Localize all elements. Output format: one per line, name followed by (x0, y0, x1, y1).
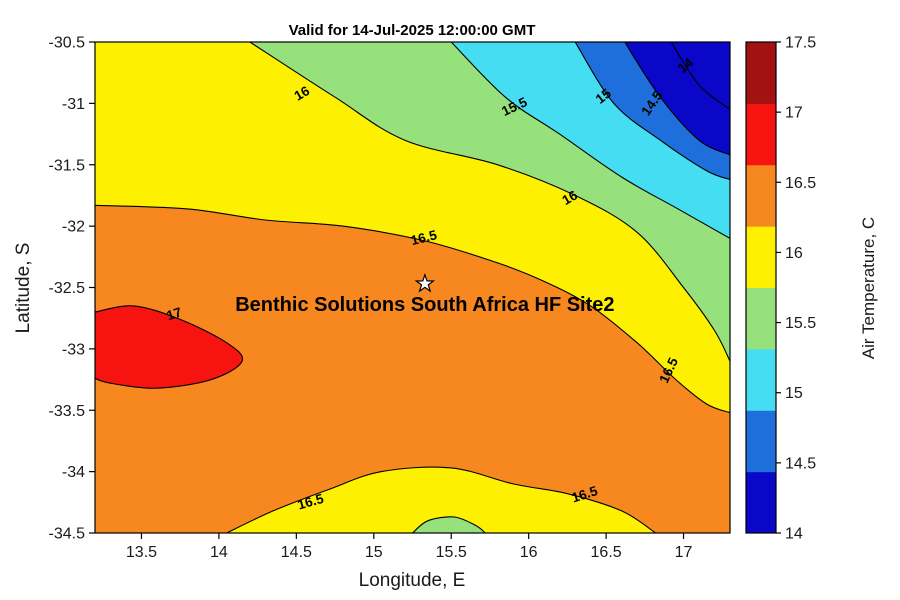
y-tick-label: -34.5 (49, 526, 86, 543)
colorbar-tick-label: 15 (785, 385, 803, 402)
y-tick-label: -32 (62, 219, 85, 236)
colorbar-segment (746, 42, 776, 104)
contour-line-16.5 (226, 466, 656, 533)
contour-region-green-bottom (412, 516, 486, 533)
x-tick-label: 13.5 (126, 544, 157, 561)
colorbar-tick-label: 16 (785, 245, 803, 262)
x-tick-label: 16 (520, 544, 538, 561)
site-marker-star (414, 272, 436, 293)
contour-region-navy-corner (624, 42, 730, 155)
contour-line-15 (574, 42, 730, 181)
contour-label-16.5: 16.5 (409, 227, 439, 248)
contour-region-red-blob (95, 305, 243, 389)
contour-line-14.5 (624, 42, 730, 156)
x-tick-label: 16.5 (591, 544, 622, 561)
colorbar-tick-label: 15.5 (785, 315, 816, 332)
colorbar-segment (746, 348, 776, 411)
colorbar-box (745, 41, 777, 534)
x-tick-label: 15 (365, 544, 383, 561)
colorbar-tick-label: 16.5 (785, 175, 816, 192)
colorbar-segment (746, 103, 776, 166)
y-tick-label: -31.5 (49, 157, 86, 174)
contour-label-16: 16 (559, 187, 580, 208)
contour-label-17: 17 (165, 304, 184, 323)
contour-label-16.5: 16.5 (296, 491, 326, 513)
colorbar-segment (746, 410, 776, 473)
contour-line-17 (95, 305, 244, 389)
contour-line-16.5 (95, 204, 730, 414)
y-tick-label: -32.5 (49, 280, 86, 297)
site-annotation: Benthic Solutions South Africa HF Site2 (235, 293, 615, 316)
contour-line-16 (412, 516, 486, 533)
colorbar-segment (746, 287, 776, 350)
colorbar-tick-label: 17.5 (785, 35, 816, 52)
y-tick-label: -33.5 (49, 403, 86, 420)
x-tick-label: 17 (675, 544, 693, 561)
x-axis-label: Longitude, E (358, 570, 466, 591)
contour-line-16 (249, 42, 730, 362)
x-tick-label: 14.5 (281, 544, 312, 561)
y-tick-label: -34 (62, 464, 85, 481)
plot-title: Valid for 14-Jul-2025 12:00:00 GMT (288, 22, 536, 39)
y-tick-label: -33 (62, 341, 85, 358)
contour-region-orange-main (95, 205, 730, 533)
colorbar-tick-label: 14.5 (785, 455, 816, 472)
contour-line-15.5 (450, 42, 730, 239)
contour-label-16: 16 (292, 83, 313, 104)
colorbar-tick-label: 14 (785, 526, 803, 543)
colorbar-segment (746, 164, 776, 227)
y-tick-label: -30.5 (49, 35, 86, 52)
y-tick-label: -31 (62, 96, 85, 113)
colorbar-label: Air Temperature, C (859, 216, 878, 360)
colorbar-segment (746, 471, 776, 534)
contour-line-14 (670, 42, 730, 110)
colorbar-tick-label: 17 (785, 105, 803, 122)
contour-region-yellow-bottom (226, 467, 656, 533)
y-axis-label: Latitude, S (13, 242, 34, 334)
colorbar-segment (746, 226, 776, 288)
x-tick-label: 14 (210, 544, 228, 561)
x-tick-label: 15.5 (436, 544, 467, 561)
